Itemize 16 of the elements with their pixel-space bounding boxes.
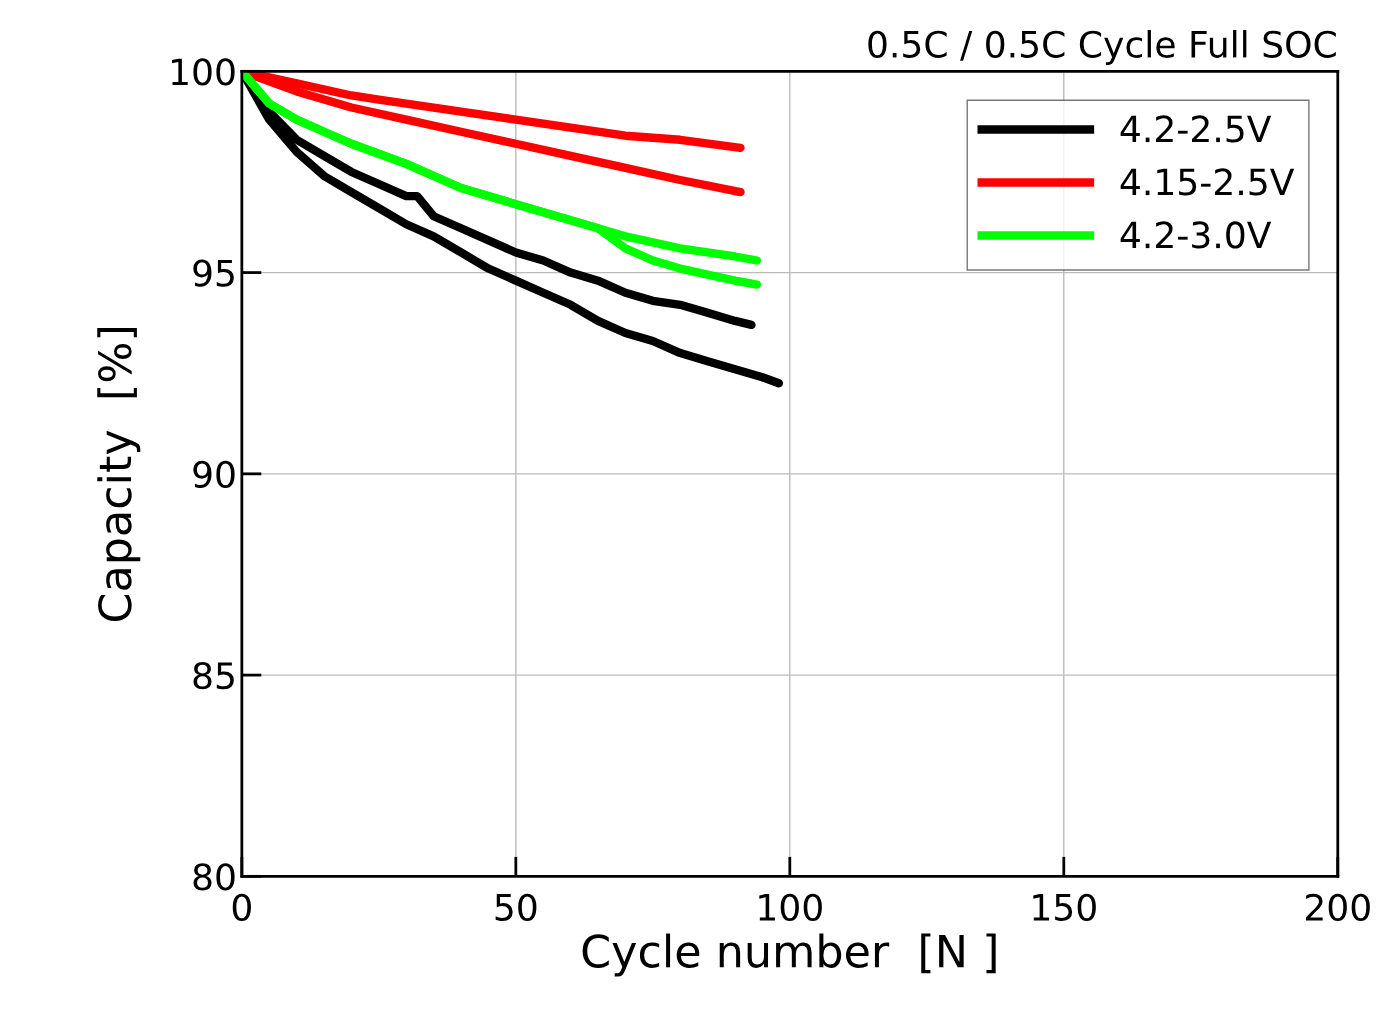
legend-label: 4.15-2.5V xyxy=(1120,168,1295,196)
y-tick-label: 85 xyxy=(193,662,234,690)
x-tick-label: 0 xyxy=(232,893,251,921)
chart-title: 0.5C / 0.5C Cycle Full SOC xyxy=(868,30,1336,65)
x-tick-label: 200 xyxy=(1305,893,1370,921)
y-tick-label: 80 xyxy=(193,863,235,891)
legend-label: 4.2-2.5V xyxy=(1120,115,1272,143)
x-tick-label: 50 xyxy=(495,893,537,921)
x-tick-label: 150 xyxy=(1033,893,1096,921)
y-tick-label: 90 xyxy=(193,460,235,489)
y-tick-label: 95 xyxy=(193,259,234,287)
x-axis-title: Cycle number [N ] xyxy=(582,933,996,977)
y-tick-label: 100 xyxy=(172,58,235,86)
legend-label: 4.2-3.0V xyxy=(1120,221,1272,249)
y-axis-title: Capacity [%] xyxy=(97,327,141,622)
x-tick-label: 100 xyxy=(759,893,822,921)
